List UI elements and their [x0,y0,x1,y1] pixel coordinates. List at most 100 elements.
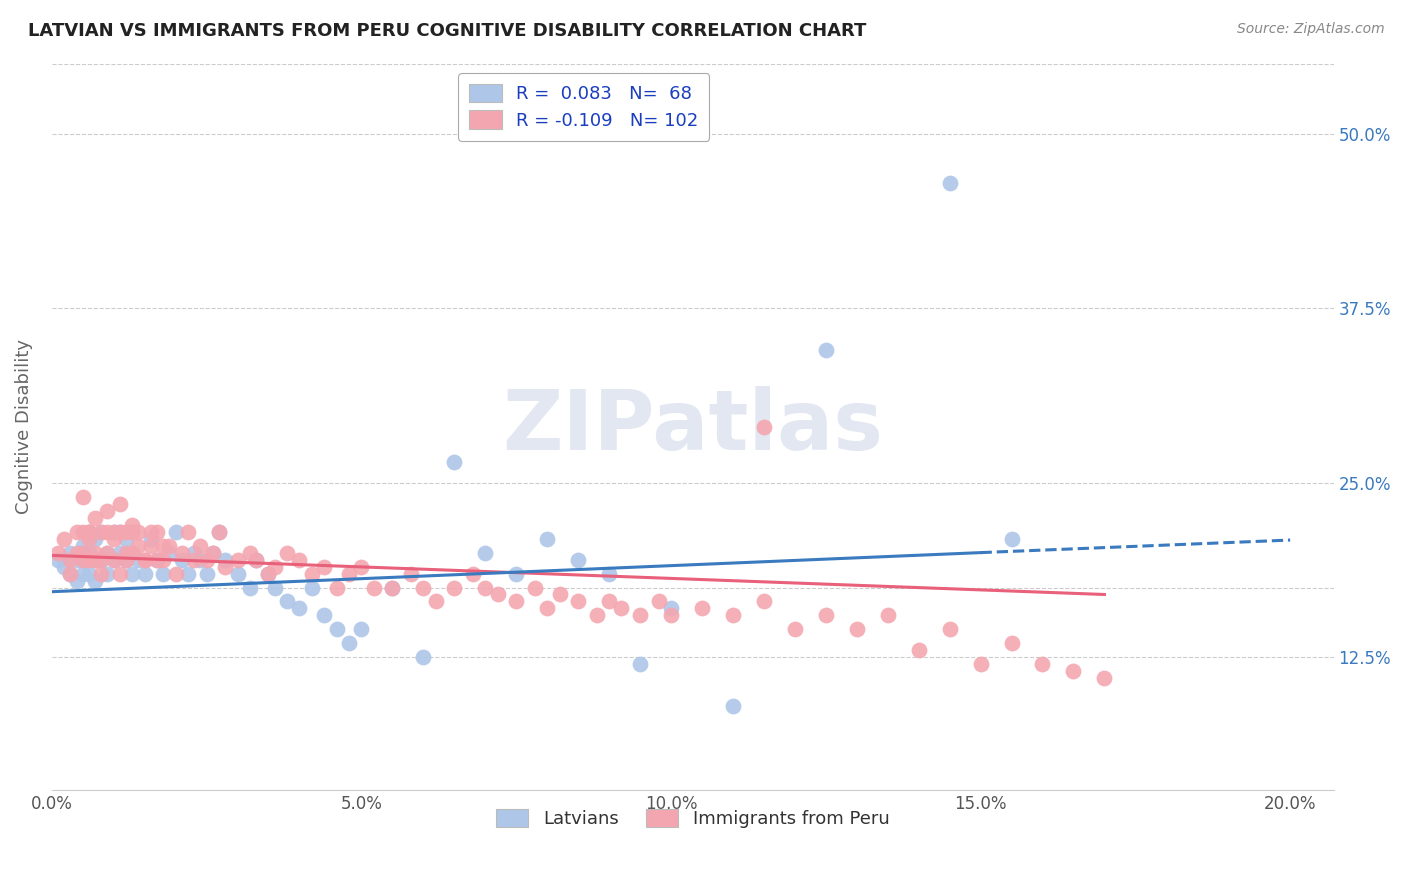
Point [548,587,571,601]
Point [65,546,87,560]
Point [598,566,620,581]
Point [752,594,775,608]
Point [53,532,76,546]
Point [108,497,131,511]
Point [208,524,231,539]
Point [443,455,465,469]
Point [314,608,336,623]
Point [121,517,143,532]
Point [337,566,360,581]
Point [65,524,87,539]
Point [214,552,236,566]
Point [127,552,149,566]
Point [195,566,218,581]
Point [165,524,187,539]
Point [152,539,174,553]
Point [245,552,267,566]
Point [108,524,131,539]
Point [276,546,298,560]
Point [77,524,100,539]
Y-axis label: Cognitive Disability: Cognitive Disability [15,340,32,515]
Point [536,601,558,615]
Point [139,532,162,546]
Point [77,524,100,539]
Point [115,552,138,566]
Point [399,566,422,581]
Point [783,623,806,637]
Point [59,552,82,566]
Text: ZIPatlas: ZIPatlas [502,386,883,467]
Point [1031,657,1053,672]
Point [157,546,180,560]
Point [659,608,682,623]
Point [350,559,373,574]
Point [96,524,118,539]
Point [96,546,118,560]
Point [103,532,125,546]
Point [263,581,285,595]
Point [46,552,69,566]
Point [585,608,607,623]
Point [567,552,589,566]
Point [183,546,205,560]
Point [425,594,447,608]
Point [72,524,94,539]
Point [301,566,323,581]
Point [84,546,107,560]
Point [325,623,347,637]
Point [90,524,112,539]
Point [190,552,212,566]
Point [474,546,496,560]
Point [72,490,94,504]
Point [59,546,82,560]
Point [363,581,385,595]
Point [239,581,262,595]
Point [263,559,285,574]
Point [90,552,112,566]
Point [108,546,131,560]
Point [1092,671,1115,685]
Point [139,524,162,539]
Point [1000,532,1022,546]
Point [134,566,156,581]
Point [115,524,138,539]
Point [170,552,193,566]
Point [146,552,169,566]
Point [486,587,509,601]
Point [474,581,496,595]
Point [59,566,82,581]
Point [121,566,143,581]
Point [108,524,131,539]
Point [177,566,200,581]
Point [59,566,82,581]
Point [96,504,118,518]
Point [245,552,267,566]
Point [876,608,898,623]
Point [103,524,125,539]
Point [461,566,484,581]
Point [77,546,100,560]
Point [152,552,174,566]
Point [165,566,187,581]
Point [350,623,373,637]
Point [90,552,112,566]
Point [814,608,837,623]
Point [103,552,125,566]
Point [90,566,112,581]
Point [84,532,107,546]
Point [381,581,404,595]
Point [938,623,960,637]
Point [146,524,169,539]
Point [1062,665,1084,679]
Point [443,581,465,595]
Point [127,524,149,539]
Point [77,524,100,539]
Point [276,594,298,608]
Point [845,623,868,637]
Point [170,546,193,560]
Point [325,581,347,595]
Point [412,581,434,595]
Point [659,601,682,615]
Point [103,552,125,566]
Point [72,539,94,553]
